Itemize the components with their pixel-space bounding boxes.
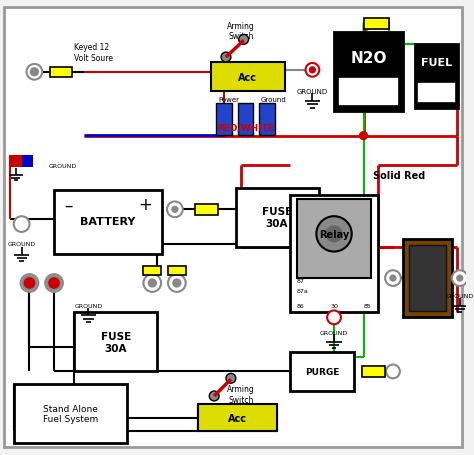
Bar: [290, 352, 354, 391]
Bar: [168, 267, 186, 276]
Bar: [14, 384, 127, 443]
Circle shape: [221, 53, 231, 63]
Circle shape: [239, 35, 248, 45]
Text: Solid Red: Solid Red: [374, 171, 426, 181]
Circle shape: [50, 279, 58, 287]
Text: 87: 87: [297, 278, 305, 283]
Circle shape: [385, 271, 401, 286]
Circle shape: [21, 274, 38, 292]
Bar: [50, 68, 72, 77]
Bar: [73, 313, 157, 372]
Text: Keyed 12
Volt Soure: Keyed 12 Volt Soure: [73, 43, 113, 63]
Text: GROUND: GROUND: [320, 330, 348, 335]
Circle shape: [310, 68, 315, 74]
Text: PURGE: PURGE: [305, 367, 339, 376]
Bar: [338, 77, 399, 107]
Bar: [216, 104, 232, 135]
Bar: [409, 245, 446, 312]
Text: 30: 30: [330, 303, 338, 308]
Text: GROUND: GROUND: [49, 163, 77, 168]
Text: GROUND: GROUND: [8, 242, 36, 247]
Text: BATTERY: BATTERY: [81, 217, 136, 227]
Circle shape: [45, 274, 63, 292]
Circle shape: [452, 271, 468, 286]
Bar: [334, 33, 403, 112]
Bar: [199, 404, 277, 431]
Circle shape: [26, 279, 33, 287]
Circle shape: [327, 311, 341, 324]
Circle shape: [209, 391, 219, 401]
Circle shape: [316, 217, 352, 252]
Bar: [290, 195, 378, 313]
Text: RED/WHITE: RED/WHITE: [217, 123, 274, 132]
Text: GROUND: GROUND: [297, 89, 328, 95]
Bar: [54, 190, 162, 254]
Circle shape: [457, 276, 463, 281]
Bar: [194, 205, 218, 216]
Circle shape: [390, 276, 396, 281]
Text: Arming
Switch: Arming Switch: [227, 384, 255, 404]
Circle shape: [326, 227, 342, 242]
Text: 86: 86: [297, 303, 304, 308]
Circle shape: [23, 277, 36, 290]
Circle shape: [47, 277, 61, 290]
Bar: [415, 45, 458, 109]
Bar: [403, 239, 452, 318]
Circle shape: [168, 274, 186, 292]
Circle shape: [167, 202, 183, 217]
Circle shape: [173, 279, 181, 287]
Bar: [417, 82, 456, 104]
Text: –: –: [64, 196, 73, 214]
Bar: [364, 19, 389, 30]
Circle shape: [27, 65, 42, 81]
Text: Ground: Ground: [260, 97, 286, 103]
Circle shape: [360, 132, 367, 140]
Circle shape: [306, 64, 319, 77]
Circle shape: [14, 217, 29, 233]
Text: FUSE
30A: FUSE 30A: [101, 331, 131, 353]
Text: +: +: [138, 196, 152, 214]
Bar: [238, 104, 254, 135]
Circle shape: [144, 274, 161, 292]
Circle shape: [172, 207, 178, 213]
Bar: [362, 366, 385, 378]
Bar: [259, 104, 275, 135]
Text: Arming
Switch: Arming Switch: [227, 22, 255, 41]
Bar: [236, 188, 319, 247]
Text: Stand Alone
Fuel System: Stand Alone Fuel System: [43, 404, 99, 424]
Text: N2O: N2O: [350, 51, 387, 66]
Circle shape: [226, 374, 236, 384]
Bar: [144, 267, 161, 276]
Circle shape: [30, 69, 38, 76]
Text: Power: Power: [219, 97, 239, 103]
Text: FUEL: FUEL: [420, 58, 452, 68]
Text: 87a: 87a: [297, 289, 309, 294]
Text: FUSE
30A: FUSE 30A: [262, 207, 292, 228]
Text: Relay: Relay: [319, 229, 349, 239]
Bar: [211, 63, 285, 92]
Text: Acc: Acc: [228, 413, 247, 423]
Bar: [10, 156, 22, 168]
Bar: [22, 156, 33, 168]
Bar: [297, 200, 371, 278]
Circle shape: [386, 365, 400, 379]
Text: GROUND: GROUND: [446, 293, 474, 298]
Circle shape: [148, 279, 156, 287]
Text: Acc: Acc: [238, 72, 257, 82]
Text: GROUND: GROUND: [74, 303, 102, 308]
Text: 85: 85: [364, 303, 371, 308]
